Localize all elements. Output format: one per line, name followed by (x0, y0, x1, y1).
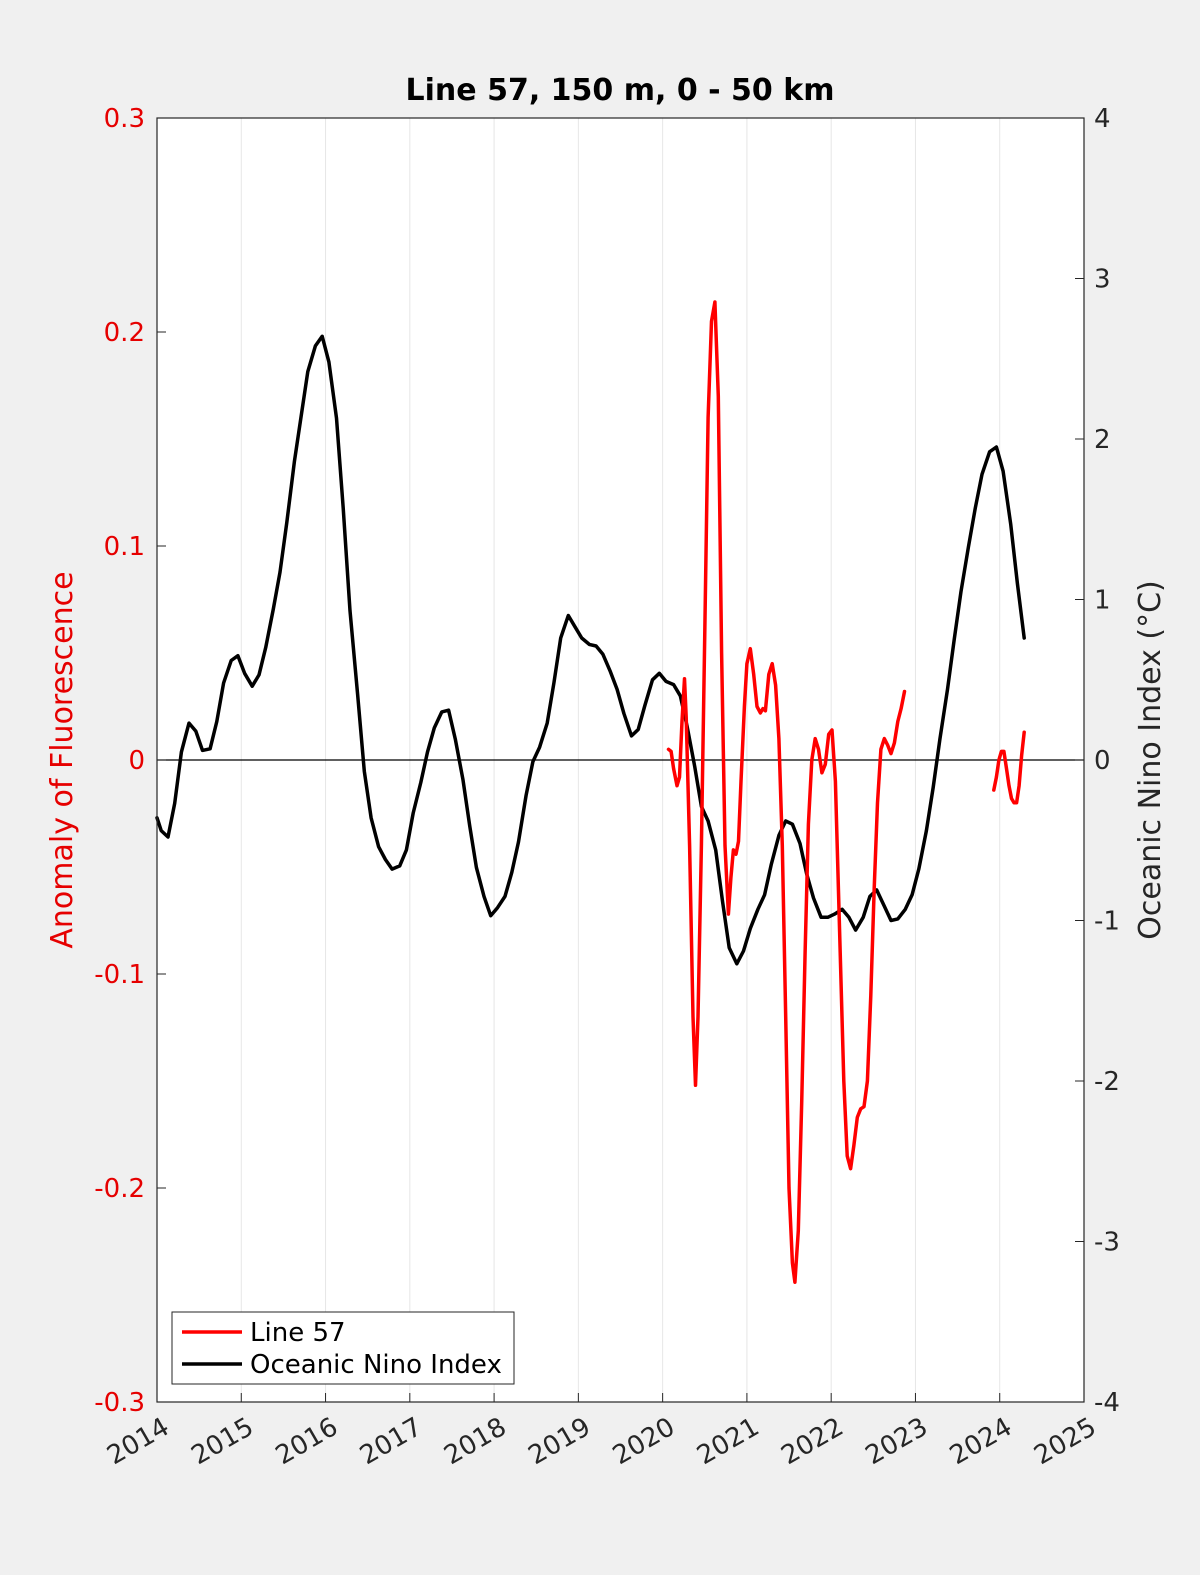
series-layer (155, 300, 1026, 1284)
chart-title: Line 57, 150 m, 0 - 50 km (406, 73, 835, 108)
left-y-tick-label: -0.3 (94, 1388, 145, 1418)
right-y-axis-label: Oceanic Nino Index (°C) (1133, 580, 1168, 940)
right-y-tick-label: -4 (1094, 1388, 1120, 1418)
right-y-axis: -4 -3 -2 -1 0 1 2 3 4 (1075, 104, 1120, 1418)
legend-label-line57: Line 57 (250, 1318, 346, 1348)
right-y-tick-label: -2 (1094, 1067, 1120, 1097)
left-y-tick-label: 0.3 (104, 104, 145, 134)
right-y-tick-label: -3 (1094, 1228, 1120, 1258)
right-y-tick-label: -1 (1094, 907, 1120, 937)
right-y-tick-label: 0 (1094, 746, 1111, 776)
left-y-axis-label: Anomaly of Fluorescence (45, 571, 80, 948)
left-y-tick-label: 0.1 (104, 532, 145, 562)
right-y-tick-label: 3 (1094, 265, 1111, 295)
right-y-tick-label: 1 (1094, 586, 1111, 616)
left-y-axis: -0.3 -0.2 -0.1 0 0.1 0.2 0.3 (94, 104, 166, 1418)
series-line-line-57 (992, 730, 1026, 805)
right-y-tick-label: 2 (1094, 425, 1111, 455)
series-line-oceanic-nino-index (155, 334, 1026, 966)
series-line-line-57 (666, 300, 907, 1284)
left-y-tick-label: -0.1 (94, 960, 145, 990)
legend-label-oni: Oceanic Nino Index (250, 1350, 502, 1380)
legend-box (171, 1311, 515, 1385)
right-y-tick-label: 4 (1094, 104, 1111, 134)
left-y-tick-label: -0.2 (94, 1174, 145, 1204)
left-y-tick-label: 0.2 (104, 318, 145, 348)
legend: Line 57 Oceanic Nino Index (171, 1311, 515, 1385)
left-y-tick-label: 0 (128, 746, 145, 776)
